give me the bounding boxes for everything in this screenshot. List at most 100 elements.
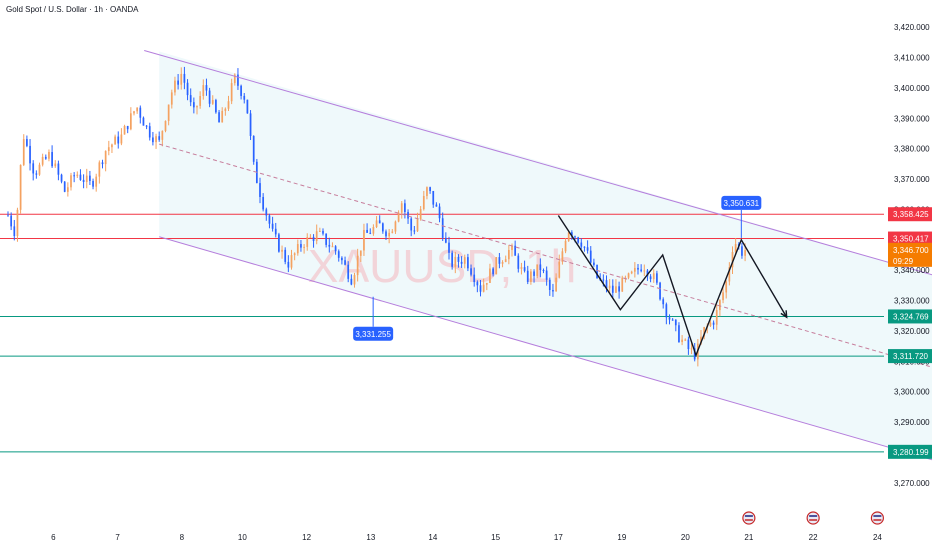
current-price-label: 3,346.700	[893, 246, 929, 255]
channel-lower-line	[159, 236, 932, 461]
candle-bear	[51, 152, 53, 167]
time-tick-label: 8	[180, 533, 185, 542]
candle-bear	[552, 289, 554, 292]
candle-bull	[615, 286, 617, 293]
candle-bear	[79, 174, 82, 180]
candle-bear	[473, 274, 476, 283]
candle-bear	[577, 237, 580, 243]
candle-bear	[413, 230, 416, 232]
candle-bear	[366, 229, 368, 233]
callout-label-1: 3,350.631	[724, 199, 760, 208]
candle-bull	[161, 130, 164, 140]
candle-bear	[278, 234, 280, 252]
time-tick-label: 19	[617, 533, 626, 542]
candle-bull	[318, 230, 321, 232]
candle-bear	[265, 209, 268, 216]
candle-bear	[517, 255, 520, 269]
candle-bear	[237, 74, 239, 86]
candle-bear	[139, 107, 142, 118]
candle-bear	[268, 215, 271, 224]
candles-layer	[7, 66, 746, 367]
candle-bull	[133, 111, 135, 114]
horizontal-levels-layer	[0, 213, 884, 453]
candle-bear	[44, 156, 47, 159]
candle-bull	[16, 209, 19, 237]
candle-bear	[467, 257, 469, 269]
zigzag-layer	[557, 215, 788, 358]
time-tick-label: 15	[491, 533, 500, 542]
candle-bear	[586, 247, 589, 251]
candle-bear	[602, 279, 605, 281]
candle-bear	[526, 270, 529, 282]
candle-bear	[659, 282, 661, 300]
candle-bear	[117, 136, 120, 144]
candle-bear	[274, 228, 277, 235]
candle-bear	[580, 242, 583, 247]
arrow-head-icon	[780, 310, 788, 319]
candle-bear	[618, 286, 620, 292]
time-tick-label: 21	[744, 533, 753, 542]
candle-bear	[589, 250, 592, 263]
level-tag-label-3: 3,311.720	[893, 352, 929, 361]
candle-bear	[605, 280, 608, 289]
level-tag-label-0: 3,358.425	[893, 210, 929, 219]
candle-bear	[429, 187, 431, 191]
candle-bull	[136, 107, 139, 112]
candle-bear	[271, 223, 274, 229]
candle-bull	[98, 162, 101, 177]
candle-bear	[539, 264, 542, 271]
candle-bear	[183, 73, 186, 83]
price-tick-label: 3,300.000	[894, 388, 930, 397]
candle-bear	[611, 285, 614, 293]
candle-bull	[744, 250, 746, 256]
candle-bear	[300, 244, 302, 248]
candle-bear	[671, 319, 674, 321]
candle-bear	[101, 162, 104, 165]
callout-label-0: 3,331.255	[355, 330, 391, 339]
candle-bull	[485, 282, 488, 285]
candle-bull	[293, 253, 296, 256]
candle-bull	[722, 292, 724, 301]
time-tick-label: 17	[554, 533, 563, 542]
candle-bull	[331, 246, 334, 248]
candle-bear	[344, 260, 346, 265]
candle-bull	[155, 136, 157, 143]
candle-bull	[633, 267, 636, 272]
candle-bear	[574, 236, 576, 238]
candle-bull	[48, 152, 50, 159]
candle-bull	[211, 100, 214, 104]
candle-bear	[668, 317, 671, 320]
candle-bull	[296, 244, 299, 254]
candle-bear	[73, 175, 76, 177]
candle-bear	[407, 211, 409, 219]
candle-bull	[224, 108, 227, 111]
candle-bear	[82, 179, 85, 182]
candle-bull	[309, 236, 312, 238]
candle-bear	[646, 270, 649, 277]
price-tick-label: 3,400.000	[894, 84, 930, 93]
candle-bear	[369, 232, 372, 234]
price-tick-label: 3,420.000	[894, 23, 930, 32]
candle-bear	[89, 175, 91, 181]
candle-bull	[463, 257, 466, 264]
candle-bull	[164, 120, 167, 131]
candle-bull	[303, 246, 305, 248]
candle-bull	[54, 163, 57, 167]
candle-bear	[649, 276, 652, 280]
candle-bull	[66, 187, 69, 192]
candle-bear	[10, 215, 13, 227]
level-tag-3	[888, 349, 932, 364]
candle-bull	[555, 277, 557, 292]
price-axis[interactable]: 3,270.0003,280.0003,290.0003,300.0003,31…	[888, 23, 932, 488]
candle-bull	[495, 257, 498, 275]
candle-bear	[334, 246, 337, 252]
time-axis[interactable]: 678101213141517192021222426	[51, 511, 932, 542]
candle-bear	[325, 233, 328, 245]
time-tick-label: 10	[238, 533, 247, 542]
candle-bear	[460, 261, 463, 264]
candle-bull	[684, 339, 687, 341]
time-tick-label: 14	[428, 533, 437, 542]
candle-bear	[32, 163, 35, 174]
candle-bear	[457, 256, 460, 262]
